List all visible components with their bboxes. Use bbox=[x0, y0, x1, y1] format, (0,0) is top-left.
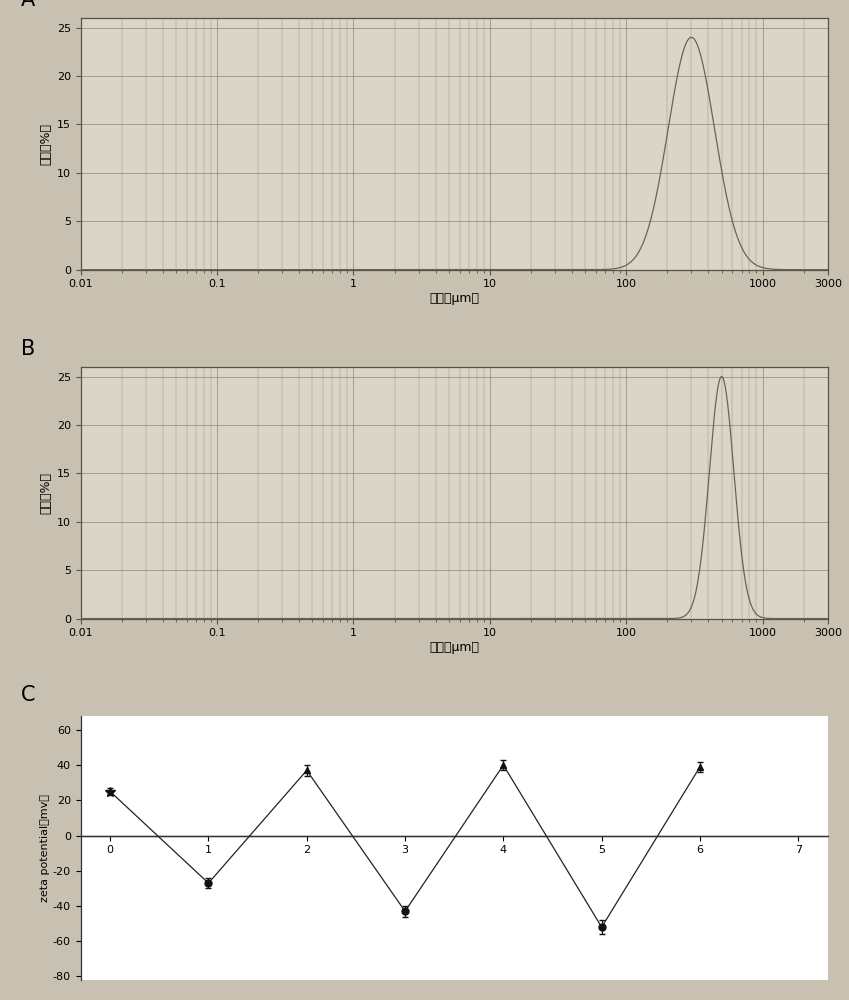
X-axis label: 粒度（μm）: 粒度（μm） bbox=[430, 292, 479, 305]
Y-axis label: 体积（%）: 体积（%） bbox=[40, 123, 53, 165]
Y-axis label: 体积（%）: 体积（%） bbox=[40, 472, 53, 514]
Text: A: A bbox=[21, 0, 35, 10]
Text: C: C bbox=[21, 685, 36, 705]
Text: B: B bbox=[21, 339, 35, 359]
Y-axis label: zeta potential（mv）: zeta potential（mv） bbox=[40, 794, 50, 902]
X-axis label: 粒度（μm）: 粒度（μm） bbox=[430, 641, 479, 654]
